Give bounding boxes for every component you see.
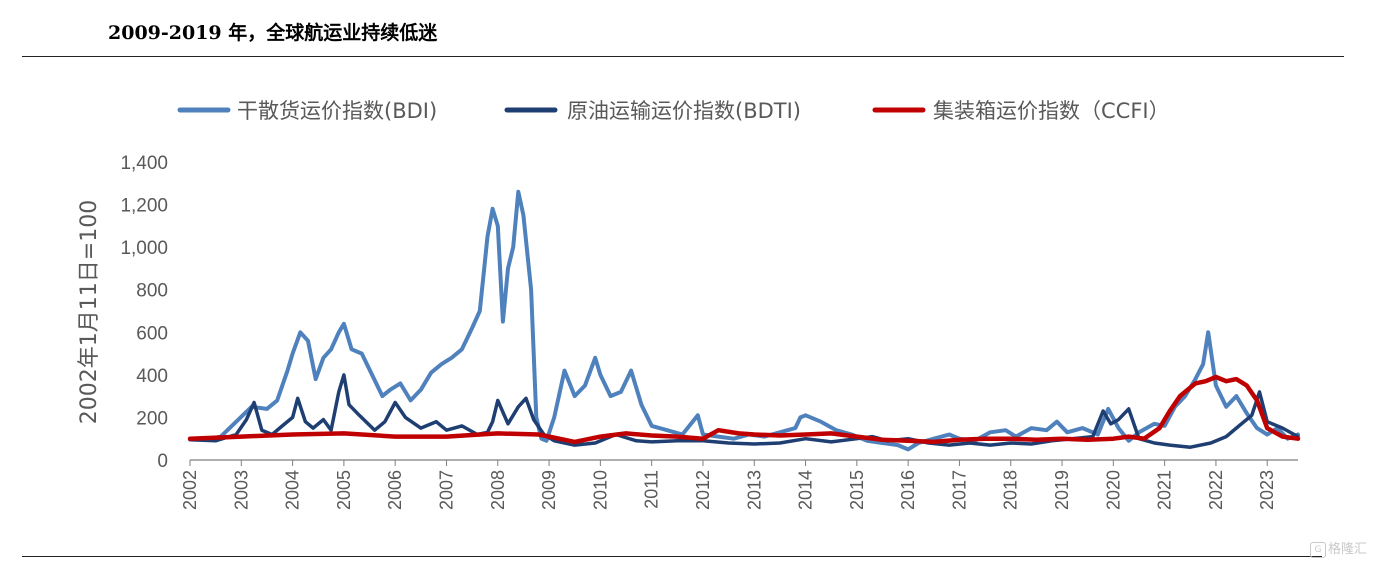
y-tick-label: 1,400 <box>120 153 168 174</box>
watermark: G 格隆汇 <box>1310 538 1367 558</box>
y-axis-label: 2002年1月11日=100 <box>77 200 102 424</box>
x-tick-label: 2010 <box>590 470 610 510</box>
y-tick-label: 600 <box>136 323 168 344</box>
series-line-ccfi <box>187 374 1301 445</box>
top-divider <box>22 56 1344 57</box>
logo-icon: G <box>1310 541 1326 558</box>
x-tick-label: 2014 <box>796 470 816 510</box>
x-tick-label: 2017 <box>949 470 969 510</box>
x-tick-label: 2016 <box>898 470 918 510</box>
y-tick-label: 1,200 <box>120 196 168 217</box>
legend-label-bdi: 干散货运价指数(BDI) <box>237 99 437 123</box>
y-tick-label: 400 <box>136 366 168 387</box>
x-tick-label: 2003 <box>231 470 251 510</box>
series-line-bdi <box>188 189 1300 452</box>
x-tick-label: 2015 <box>847 470 867 510</box>
x-tick-label: 2005 <box>334 470 354 510</box>
x-tick-label: 2021 <box>1155 470 1175 510</box>
x-tick-label: 2013 <box>744 470 764 510</box>
y-tick-label: 1,000 <box>120 238 168 259</box>
x-tick-label: 2022 <box>1206 470 1226 510</box>
x-tick-label: 2012 <box>693 470 713 510</box>
x-tick-label: 2011 <box>642 470 662 509</box>
x-tick-label: 2009 <box>539 470 559 510</box>
x-tick-label: 2019 <box>1052 470 1072 510</box>
chart-title: 2009-2019 年，全球航运业持续低迷 <box>108 22 438 44</box>
x-tick-label: 2018 <box>1001 470 1021 510</box>
x-tick-label: 2008 <box>488 470 508 510</box>
x-tick-label: 2004 <box>283 470 303 510</box>
legend-label-ccfi: 集装箱运价指数（CCFI） <box>933 99 1170 123</box>
y-tick-label: 800 <box>136 281 168 302</box>
y-tick-label: 0 <box>157 451 168 472</box>
x-tick-label: 2007 <box>436 470 456 510</box>
watermark-text: 格隆汇 <box>1328 542 1368 557</box>
x-tick-label: 2020 <box>1103 470 1123 510</box>
x-tick-label: 2023 <box>1257 470 1277 510</box>
x-tick-label: 2002 <box>180 470 200 510</box>
x-tick-label: 2006 <box>385 470 405 510</box>
bottom-divider <box>22 556 1322 557</box>
legend-label-bdti: 原油运输运价指数(BDTI) <box>567 99 801 123</box>
y-tick-label: 200 <box>136 408 168 429</box>
